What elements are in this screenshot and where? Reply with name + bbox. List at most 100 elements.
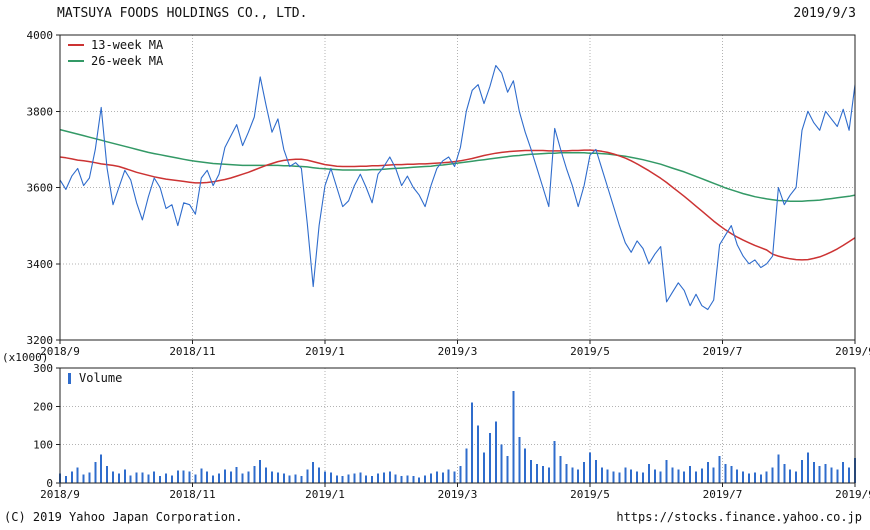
- volume-bar: [100, 454, 103, 484]
- volume-bar: [117, 473, 120, 483]
- volume-bar: [229, 471, 232, 483]
- volume-bar: [129, 475, 132, 483]
- volume-bar: [64, 476, 67, 483]
- volume-bar: [412, 476, 415, 483]
- volume-bar: [830, 467, 833, 483]
- x-tick-label: 2019/9: [835, 488, 870, 501]
- volume-bar: [700, 468, 703, 483]
- volume-bar: [659, 471, 662, 483]
- x-tick-label: 2019/3: [438, 488, 478, 501]
- volume-bar: [135, 472, 138, 483]
- x-tick-label: 2019/1: [305, 488, 345, 501]
- chart-title: MATSUYA FOODS HOLDINGS CO., LTD.: [57, 6, 308, 21]
- volume-bar: [241, 473, 244, 483]
- volume-bar: [147, 474, 150, 483]
- volume-bar: [506, 456, 509, 483]
- volume-bar: [365, 475, 368, 483]
- volume-bar: [435, 471, 438, 483]
- volume-bar: [565, 463, 568, 483]
- volume-bar: [606, 469, 609, 483]
- volume-bar: [589, 452, 591, 483]
- volume-bar: [212, 475, 215, 483]
- volume-bar: [488, 433, 491, 483]
- y-tick-label: 100: [33, 439, 53, 452]
- volume-bar: [430, 473, 432, 483]
- volume-bar: [677, 469, 680, 483]
- volume-bar: [818, 465, 821, 484]
- volume-bar: [536, 463, 538, 483]
- volume-bar: [801, 460, 803, 483]
- volume-bar: [371, 476, 374, 483]
- x-tick-label: 2018/9: [40, 345, 80, 358]
- volume-bar: [347, 474, 350, 483]
- x-tick-label: 2019/7: [703, 345, 743, 358]
- volume-bar: [683, 471, 686, 483]
- x-tick-label: 2019/5: [570, 345, 610, 358]
- volume-bar: [123, 469, 126, 483]
- volume-bar: [82, 474, 85, 483]
- volume-bar: [612, 471, 615, 483]
- volume-bar: [742, 471, 745, 483]
- volume-bar: [795, 471, 798, 483]
- volume-bar: [765, 471, 768, 483]
- volume-bar: [300, 476, 303, 483]
- copyright-text: (C) 2019 Yahoo Japan Corporation.: [4, 510, 243, 524]
- volume-bar: [453, 471, 456, 483]
- volume-bar: [318, 467, 321, 483]
- volume-bar: [789, 469, 792, 483]
- volume-bar: [736, 469, 739, 483]
- volume-bar: [494, 421, 497, 483]
- volume-bar: [282, 473, 285, 483]
- legend-row-ma26: 26-week MA: [68, 53, 163, 69]
- volume-bar: [695, 471, 697, 483]
- volume-bar: [712, 467, 715, 483]
- volume-bar: [630, 469, 633, 483]
- volume-bar: [500, 444, 503, 483]
- y-tick-label: 300: [33, 362, 53, 375]
- x-tick-label: 2018/11: [169, 488, 215, 501]
- volume-bar: [141, 472, 144, 483]
- volume-bar: [518, 437, 521, 483]
- volume-bar: [106, 465, 109, 484]
- volume-bar: [465, 448, 468, 483]
- price-legend: 13-week MA 26-week MA: [68, 37, 163, 69]
- volume-bar: [265, 467, 268, 483]
- volume-bar: [200, 468, 203, 483]
- price-plot-frame: [59, 34, 856, 341]
- volume-bar: [748, 473, 750, 483]
- volume-bar: [724, 463, 727, 483]
- volume-bar: [88, 472, 91, 483]
- volume-bar: [271, 471, 273, 483]
- volume-bar: [153, 471, 156, 483]
- volume-bar: [777, 454, 780, 484]
- volume-bar: [583, 461, 586, 483]
- volume-bar: [259, 460, 262, 483]
- y-tick-label: 0: [46, 477, 53, 490]
- volume-bar: [335, 475, 338, 483]
- volume-bar: [541, 465, 544, 484]
- volume-bar: [753, 472, 756, 483]
- volume-bar: [547, 467, 550, 483]
- y-tick-label: 3600: [27, 182, 54, 195]
- ma26-legend-label: 26-week MA: [91, 54, 164, 68]
- volume-legend-label: Volume: [79, 371, 123, 385]
- volume-bar: [288, 475, 291, 483]
- volume-bar: [276, 472, 279, 483]
- volume-bar: [477, 425, 480, 483]
- volume-bar: [447, 469, 450, 483]
- volume-bar: [824, 463, 827, 483]
- volume-bar: [618, 472, 621, 483]
- volume-bar: [842, 461, 845, 483]
- volume-bar: [341, 476, 344, 483]
- volume-bar: [459, 465, 462, 484]
- volume-bar: [665, 460, 668, 483]
- volume-bar: [112, 471, 114, 483]
- ma13-legend-label: 13-week MA: [91, 38, 164, 52]
- volume-bar: [294, 474, 297, 483]
- legend-row-ma13: 13-week MA: [68, 37, 163, 53]
- volume-bar: [394, 474, 397, 483]
- volume-bar: [671, 467, 674, 483]
- volume-bar: [706, 461, 709, 483]
- ma13-line-swatch: [68, 44, 84, 46]
